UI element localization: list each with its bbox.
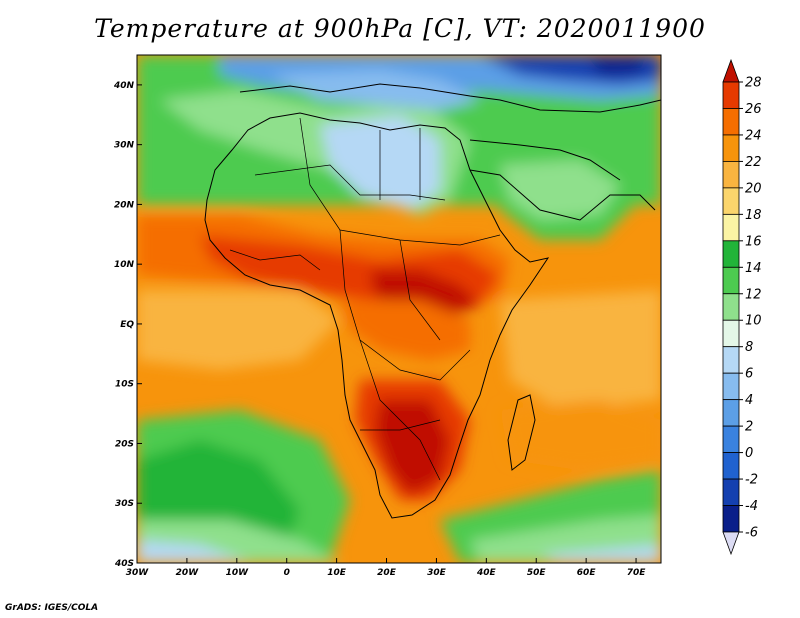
longitude-axis: 30W 20W 10W 0 10E 20E 30E 40E 50E 60E 70E (126, 558, 646, 578)
colorbar-segment (722, 266, 740, 295)
colorbar-label: 14 (745, 261, 762, 276)
colorbar-segment (722, 399, 740, 427)
colorbar-segment (722, 134, 740, 162)
colorbar-label: -2 (745, 473, 758, 488)
colorbar-label: 8 (745, 340, 753, 355)
colorbar-segment (722, 213, 740, 242)
colorbar-label: 0 (745, 446, 753, 461)
colorbar-segment (722, 161, 740, 189)
colorbar-label: -6 (745, 526, 758, 541)
colorbar-label: 16 (745, 234, 762, 249)
colorbar-label: 26 (745, 102, 762, 117)
colorbar-top-arrow (722, 58, 740, 83)
grads-credit: GrADS: IGES/COLA (5, 603, 99, 613)
colorbar-label: 18 (745, 208, 762, 223)
latitude-axis: 40N 30N 20N 10N EQ 10S 20S 30S 40S (113, 81, 142, 569)
lon-tick-label: 40E (476, 568, 497, 578)
lat-tick-label: 40N (113, 81, 135, 91)
colorbar-label: 6 (745, 367, 753, 382)
colorbar-segment (722, 293, 740, 321)
colorbar-segment (722, 108, 740, 136)
lon-tick-label: 20E (377, 568, 397, 578)
lat-tick-label: 20N (114, 200, 135, 210)
colorbar-label: 20 (745, 181, 762, 196)
lon-tick-label: 10W (226, 568, 250, 578)
colorbar-label: 12 (745, 287, 762, 302)
lon-tick-label: 60E (577, 568, 597, 578)
lon-tick-label: 10E (327, 568, 347, 578)
colorbar-segment (722, 240, 740, 268)
map-frame (136, 54, 662, 564)
lat-tick-label: 20S (115, 439, 134, 449)
colorbar-bottom-arrow (722, 531, 740, 556)
colorbar-segment (722, 478, 740, 506)
colorbar-label: 24 (745, 128, 762, 143)
colorbar-label: -4 (745, 499, 758, 514)
lat-tick-label: 10N (114, 260, 135, 270)
lon-tick-label: 30E (427, 568, 447, 578)
colorbar-label: 4 (745, 393, 753, 408)
lat-tick-label: 30N (114, 141, 135, 151)
colorbar-segment (722, 346, 740, 374)
colorbar-segment (722, 319, 740, 348)
temperature-field (137, 55, 661, 563)
coastlines (204, 83, 661, 519)
colorbar-segment (722, 187, 740, 215)
lon-tick-label: 20W (176, 568, 200, 578)
country-borders (229, 117, 501, 481)
colorbar-segment (722, 452, 740, 480)
lat-tick-label: EQ (120, 320, 134, 330)
lon-tick-label: 30W (126, 568, 150, 578)
lon-tick-label: 0 (284, 568, 290, 578)
lat-tick-label: 10S (115, 380, 134, 390)
lon-tick-label: 50E (527, 568, 547, 578)
map-title: Temperature at 900hPa [C], VT: 202001190… (94, 14, 706, 43)
colorbar-label: 10 (745, 314, 762, 329)
lat-tick-label: 30S (115, 499, 134, 509)
colorbar-segment (722, 372, 740, 401)
colorbar-label: 22 (745, 155, 762, 170)
colorbar-segment (722, 505, 740, 533)
colorbar-segment (722, 81, 740, 109)
colorbar-label: 28 (745, 76, 762, 91)
colorbar-label: 2 (745, 420, 753, 435)
lat-tick-label: 40S (114, 559, 134, 569)
colorbar-segment (722, 425, 740, 453)
lon-tick-label: 70E (627, 568, 647, 578)
